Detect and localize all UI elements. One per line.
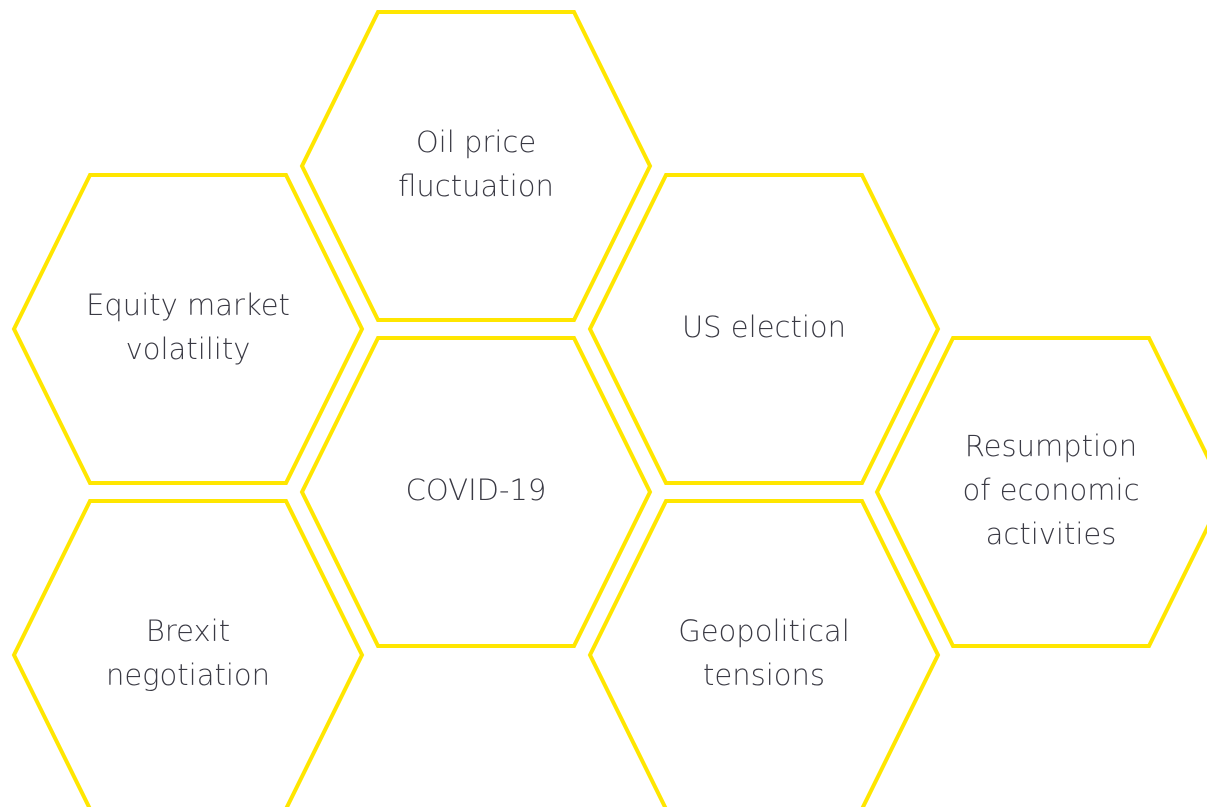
hexagon-label: negotiation	[106, 658, 270, 692]
hexagon-label: Resumption	[965, 429, 1137, 463]
hexagon-node: Geopolitical tensions	[587, 499, 941, 807]
hexagon-node: US election	[587, 173, 941, 485]
hexagon-label: activities	[986, 517, 1117, 551]
hexagon-label: Geopolitical	[678, 614, 850, 648]
hexagon-label: COVID-19	[406, 473, 547, 507]
hexagon-node: Equity market volatility	[11, 173, 365, 485]
hexagon-label: US election	[682, 310, 846, 344]
hexagon-node: COVID-19	[299, 336, 653, 648]
hexagon	[874, 336, 1207, 648]
hexagon	[11, 173, 365, 485]
hexagon-label: Brexit	[146, 614, 230, 648]
hexagon-label: Equity market	[86, 288, 290, 322]
hexagon-label: volatility	[126, 332, 251, 366]
hexagon-node: Resumption of economic activities	[874, 336, 1207, 648]
hexagon-label: of economic	[962, 473, 1139, 507]
hexagon	[299, 10, 653, 322]
hexagon-node: Brexit negotiation	[11, 499, 365, 807]
hexagon	[587, 173, 941, 485]
hexagon-label: tensions	[703, 658, 825, 692]
hexagon-node: Oil price fluctuation	[299, 10, 653, 322]
hexagon-label: Oil price	[416, 125, 536, 159]
hexagon	[587, 499, 941, 807]
hexagon-label: fluctuation	[398, 169, 554, 203]
hexagon	[299, 336, 653, 648]
hexagon	[11, 499, 365, 807]
